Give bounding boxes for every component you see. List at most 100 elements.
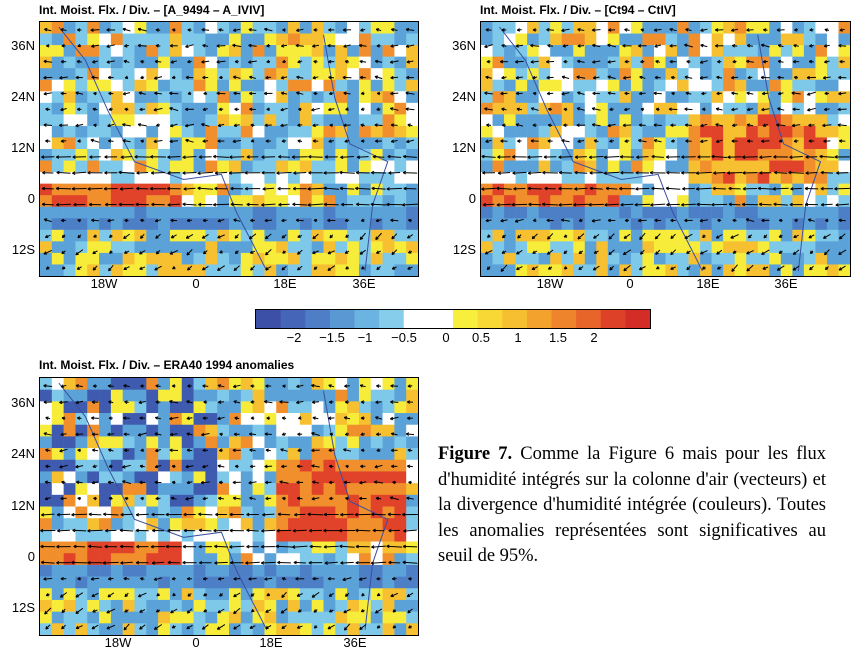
flux-vector-head [388, 560, 392, 565]
heatmap-cell [276, 68, 289, 81]
flux-vector-head [41, 186, 46, 191]
flux-vector-head [622, 251, 627, 256]
heatmap-cell [780, 160, 793, 173]
heatmap-cell [276, 436, 289, 449]
flux-vector [296, 384, 304, 388]
heatmap-cell [619, 195, 632, 208]
heatmap-cell [358, 33, 372, 46]
heatmap-cell [40, 553, 53, 566]
flux-vector [577, 60, 585, 63]
heatmap-cell [299, 576, 312, 589]
flux-vector-head [406, 400, 411, 404]
flux-vector-head [170, 235, 175, 239]
heatmap-cell [734, 91, 747, 104]
heatmap-cell [838, 160, 850, 173]
heatmap-cell [481, 252, 493, 265]
flux-vector [233, 624, 241, 630]
flux-vector-head [789, 155, 793, 160]
heatmap-cell [205, 599, 218, 612]
flux-vector [312, 481, 320, 484]
flux-vector-head [763, 28, 767, 32]
flux-vector-head [360, 448, 365, 453]
flux-vector [374, 481, 384, 484]
flux-vector-head [501, 44, 505, 48]
heatmap-cell [382, 588, 395, 601]
heatmap-cell [492, 33, 505, 46]
heatmap-cell [382, 483, 395, 496]
heatmap-cell [99, 114, 112, 127]
heatmap-cell [299, 114, 312, 127]
heatmap-cell [607, 229, 620, 242]
heatmap-cell [815, 229, 828, 242]
flux-vector-head [277, 186, 281, 191]
heatmap-cell [323, 494, 336, 507]
flux-vector [75, 465, 84, 468]
heatmap-cell [382, 264, 395, 276]
heatmap-cell [40, 541, 53, 554]
heatmap-cell [347, 599, 360, 612]
flux-vector-head [758, 202, 763, 207]
heatmap-cell [158, 114, 171, 127]
flux-vector-head [186, 576, 191, 581]
heatmap-cell [394, 183, 407, 196]
heatmap-cell [252, 448, 265, 461]
flux-vector-head [134, 155, 138, 159]
flux-vector-head [73, 544, 77, 549]
heatmap-cell [193, 459, 206, 472]
flux-vector-head [249, 75, 253, 80]
flux-vector-head [574, 187, 578, 191]
heatmap-cell [815, 68, 828, 81]
flux-vector [483, 203, 495, 206]
heatmap-cell [573, 33, 586, 46]
heatmap-cell [181, 160, 194, 173]
heatmap-cell [394, 553, 407, 566]
heatmap-cell [382, 137, 395, 150]
flux-vector-head [56, 202, 60, 207]
flux-vector-head [137, 43, 141, 48]
heatmap-cell [711, 218, 724, 231]
flux-vector-head [281, 577, 286, 581]
heatmap-cell [229, 378, 242, 390]
flux-vector-head [108, 267, 112, 272]
heatmap-cell [347, 623, 360, 635]
flux-vector-head [681, 155, 685, 159]
flux-vector [759, 156, 772, 158]
heatmap-cell [75, 79, 88, 92]
heatmap-cell [311, 68, 324, 81]
flux-vector-head [655, 266, 660, 270]
flux-vector-head [391, 464, 395, 469]
flux-vector-head [88, 512, 92, 517]
heatmap-cell [51, 448, 64, 461]
heatmap-cell [504, 137, 516, 150]
flux-vector-head [543, 155, 547, 159]
heatmap-cell [169, 623, 183, 635]
heatmap-cell [382, 45, 395, 57]
heatmap-cell [370, 471, 383, 484]
heatmap-cell [642, 68, 655, 81]
heatmap-cell [146, 252, 159, 265]
heatmap-cell [619, 22, 632, 34]
flux-vector [359, 249, 366, 255]
flux-vector-head [760, 43, 765, 48]
heatmap-cell [700, 252, 712, 265]
flux-vector-head [778, 234, 783, 238]
heatmap-cell [780, 252, 793, 265]
heatmap-cell [169, 413, 183, 426]
heatmap-cell [630, 33, 643, 46]
heatmap-cell [276, 91, 289, 104]
panel-2-ytick: 12S [452, 241, 476, 257]
heatmap-cell [538, 206, 551, 219]
heatmap-cell [193, 172, 206, 184]
heatmap-cell [492, 79, 505, 92]
flux-vector-head [214, 171, 219, 175]
flux-vector [307, 187, 324, 190]
heatmap-cell [229, 471, 242, 484]
flux-vector-head [375, 236, 379, 240]
heatmap-cell [264, 448, 277, 461]
heatmap-cell [394, 529, 407, 542]
heatmap-cell [358, 102, 372, 115]
flux-vector-head [327, 626, 332, 630]
heatmap-cell [169, 241, 183, 254]
heatmap-cell [63, 56, 76, 69]
flux-vector [340, 156, 354, 158]
